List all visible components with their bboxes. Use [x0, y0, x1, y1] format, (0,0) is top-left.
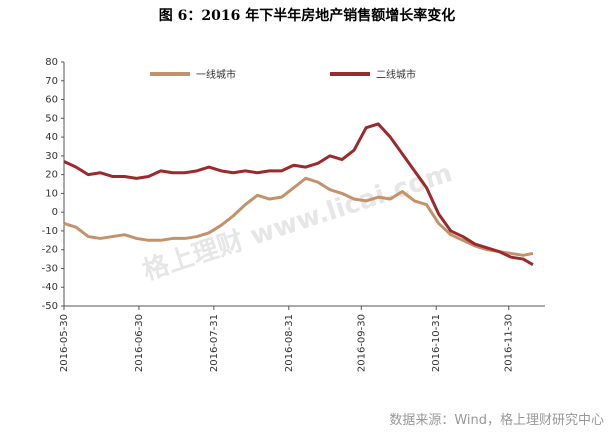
y-tick-label: 20: [45, 170, 58, 181]
y-tick-label: 60: [45, 95, 58, 106]
y-tick-label: -50: [42, 301, 58, 312]
y-tick-label: -40: [42, 282, 58, 293]
series-line: [63, 176, 534, 257]
y-tick-label: 0: [52, 207, 58, 218]
y-tick-label: 10: [45, 188, 58, 199]
x-tick-label: 2016-05-30: [59, 314, 70, 372]
x-tick-label: 2016-09-30: [356, 314, 367, 372]
y-tick-label: -10: [42, 226, 58, 237]
series-line: [63, 122, 534, 267]
x-tick-label: 2016-06-30: [134, 314, 145, 372]
x-tick-label: 2016-10-31: [431, 314, 442, 372]
y-tick-label: 70: [45, 76, 58, 87]
x-tick-label: 2016-07-31: [209, 314, 220, 372]
y-tick-label: 80: [45, 57, 58, 68]
legend-label: 二线城市: [376, 68, 416, 81]
y-tick-label: 30: [45, 151, 58, 162]
legend-label: 一线城市: [196, 68, 236, 81]
x-tick-label: 2016-08-31: [284, 314, 295, 372]
source-note: 数据来源：Wind，格上理财研究中心: [389, 412, 604, 428]
y-tick-label: -20: [42, 245, 58, 256]
chart-title: 图 6：2016 年下半年房地产销售额增长率变化: [159, 7, 455, 24]
watermark: 格上理财 www.licai.com: [139, 157, 456, 286]
y-tick-label: 40: [45, 132, 58, 143]
y-tick-label: 50: [45, 113, 58, 124]
y-tick-label: -30: [42, 263, 58, 274]
x-tick-label: 2016-11-30: [504, 314, 515, 372]
